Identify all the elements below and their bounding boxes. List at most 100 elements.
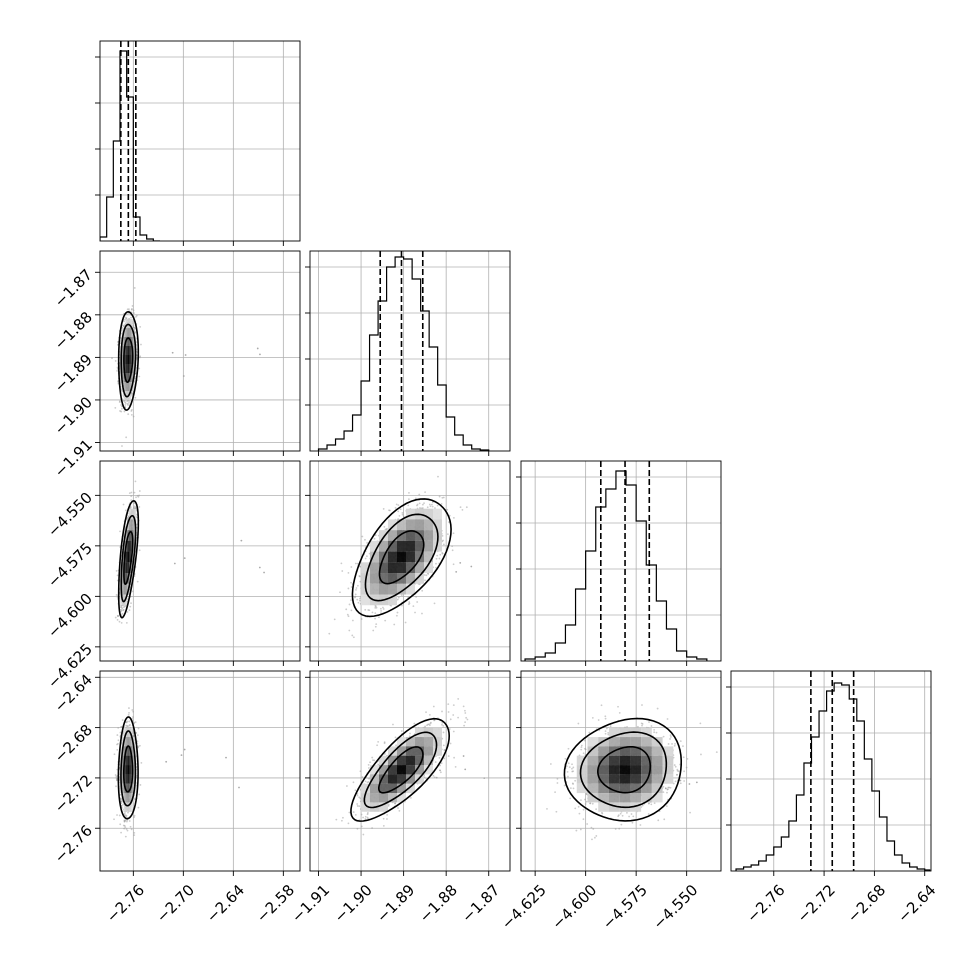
sample-point <box>354 595 357 598</box>
density-bin <box>396 519 406 531</box>
density-bin <box>127 373 130 383</box>
sample-point <box>121 612 124 615</box>
density-bin <box>360 562 370 574</box>
density-bin <box>132 346 135 356</box>
density-bin <box>130 573 133 584</box>
density-bin <box>130 355 133 365</box>
histogram-outline <box>100 50 160 241</box>
histogram-bar <box>336 439 345 451</box>
sample-point <box>446 508 449 511</box>
histogram-bar <box>834 683 842 871</box>
panel-frame <box>99 460 301 662</box>
density-bin <box>127 328 130 338</box>
sample-point <box>130 392 133 395</box>
sample-point <box>358 575 361 577</box>
sample-point <box>452 516 455 519</box>
density-bin <box>387 562 397 574</box>
density-bin <box>132 508 135 520</box>
contour-line <box>117 500 140 619</box>
sample-point <box>398 514 401 517</box>
histogram-bar <box>895 855 903 871</box>
density-bin <box>125 530 128 541</box>
sample-point <box>111 357 113 360</box>
sample-point <box>374 534 377 536</box>
density-plot <box>111 287 261 447</box>
sample-point <box>123 410 126 413</box>
density-bin <box>378 530 388 541</box>
density-bin <box>387 551 397 563</box>
sample-point <box>418 583 421 586</box>
sample-point <box>421 612 423 615</box>
histogram-outline <box>524 470 708 661</box>
sample-point <box>351 634 354 637</box>
sample-point <box>465 506 468 509</box>
sample-point <box>390 604 393 607</box>
sample-point <box>333 618 336 621</box>
density-bin <box>132 540 135 552</box>
contour-line <box>378 530 425 585</box>
sample-point <box>375 623 378 625</box>
sample-point <box>374 612 377 615</box>
sample-point <box>138 375 141 378</box>
density-bin <box>432 519 442 531</box>
histogram-bar <box>646 565 656 661</box>
density-bin <box>121 364 124 374</box>
sample-point <box>140 343 142 346</box>
sample-point <box>424 579 426 582</box>
sample-point <box>121 719 124 721</box>
density-bin <box>121 583 124 595</box>
density-plot <box>328 475 473 639</box>
sample-point <box>435 562 437 565</box>
sample-point <box>130 491 133 494</box>
sample-point <box>124 401 126 404</box>
sample-point <box>259 353 261 356</box>
sample-point <box>118 401 121 403</box>
histogram-bar <box>842 685 850 871</box>
sample-point <box>128 492 131 495</box>
panel-2-2 <box>516 460 722 662</box>
sample-point <box>258 566 261 569</box>
sample-point <box>359 580 362 583</box>
sample-point <box>350 566 353 568</box>
density-bin <box>387 519 397 531</box>
sample-point <box>122 324 125 327</box>
sample-point <box>395 614 398 617</box>
density-bin <box>123 337 126 347</box>
sample-point <box>436 504 439 507</box>
sample-point <box>346 613 349 616</box>
density-bin <box>378 583 388 595</box>
sample-point <box>438 495 441 498</box>
sample-point <box>435 566 437 569</box>
sample-point <box>393 623 396 626</box>
sample-point <box>123 399 126 402</box>
density-bin <box>121 562 124 574</box>
sample-point <box>382 608 385 610</box>
density-bin <box>125 346 128 356</box>
sample-point <box>133 816 136 819</box>
sample-point <box>122 606 125 609</box>
density-bin <box>423 551 433 563</box>
histogram-bar <box>586 551 596 661</box>
histogram-bar <box>107 197 114 241</box>
sample-point <box>451 549 454 552</box>
sample-point <box>442 496 445 499</box>
sample-point <box>138 494 141 497</box>
sample-point <box>400 594 403 596</box>
density-bin <box>127 540 130 552</box>
sample-point <box>380 609 383 612</box>
density-bin <box>129 337 131 347</box>
sample-point <box>120 606 123 609</box>
sample-point <box>351 619 354 622</box>
sample-point <box>399 508 402 511</box>
sample-point <box>128 308 130 311</box>
density-bin <box>369 540 379 552</box>
density-bin <box>414 573 424 584</box>
sample-point <box>132 309 135 312</box>
sample-point <box>397 596 400 599</box>
sample-point <box>360 618 363 620</box>
sample-point <box>352 636 355 639</box>
density-bin <box>396 540 406 552</box>
sample-point <box>347 587 350 590</box>
sample-point <box>378 616 380 619</box>
